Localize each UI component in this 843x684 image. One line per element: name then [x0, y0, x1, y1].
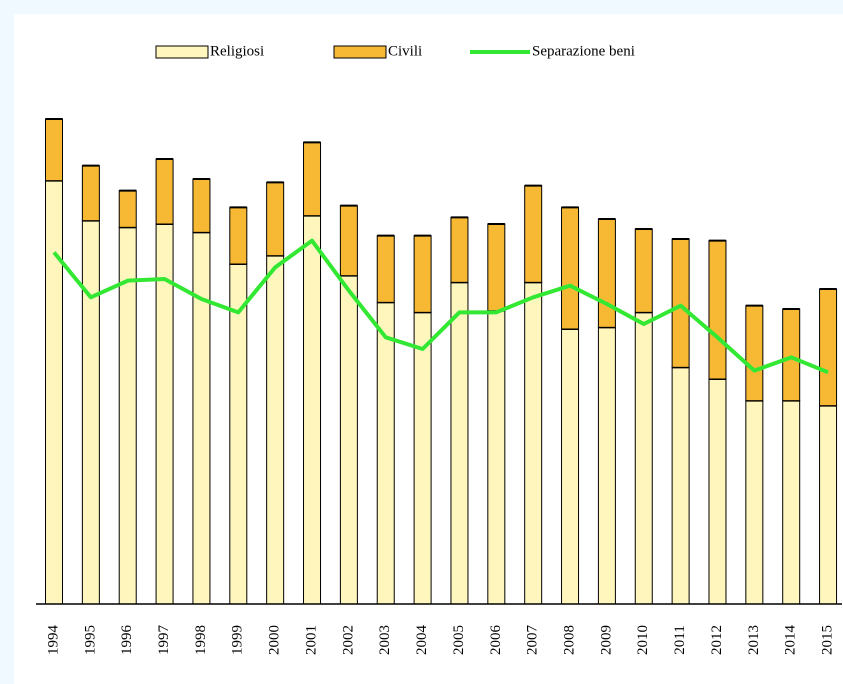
bar-segment — [524, 185, 543, 283]
legend-label: Religiosi — [210, 43, 264, 59]
bar-segment — [782, 308, 801, 402]
x-tick-label: 2012 — [709, 625, 725, 655]
legend-label: Separazione beni — [532, 43, 635, 59]
x-tick-label: 2008 — [561, 625, 577, 655]
x-tick-label: 2014 — [783, 625, 799, 656]
bar-segment — [413, 235, 432, 313]
x-tick-label: 1997 — [156, 625, 172, 656]
bar-segment — [819, 288, 838, 407]
bar-segment — [708, 240, 727, 380]
x-tick-label: 2011 — [672, 625, 688, 654]
bar-segment — [303, 141, 322, 217]
bar-segment — [708, 378, 727, 605]
line-series — [52, 238, 829, 375]
bar-segment — [745, 400, 764, 605]
bar-segment — [376, 235, 395, 303]
x-tick-label: 2001 — [303, 625, 319, 655]
bar-segment — [671, 366, 690, 605]
legend-label: Civili — [388, 43, 422, 59]
bar-segment — [339, 205, 358, 277]
bar-segment — [487, 223, 506, 312]
x-tick-label: 2006 — [488, 625, 504, 656]
x-tick-label: 1998 — [193, 625, 209, 655]
bar-segment — [782, 400, 801, 605]
bar-segment — [450, 216, 469, 283]
bar-segment — [266, 255, 285, 605]
bar-segment — [192, 231, 211, 605]
bar-segment — [561, 206, 580, 330]
bar-segment — [524, 281, 543, 605]
bar-segment — [450, 281, 469, 605]
bar-segment — [81, 220, 100, 605]
bar-segment — [266, 181, 285, 257]
bar-segment — [303, 215, 322, 605]
bar-segment — [45, 180, 63, 605]
bar-segment — [597, 326, 616, 605]
bar-segment — [819, 405, 838, 605]
bar-segment — [118, 190, 137, 228]
bar-segment — [745, 305, 764, 402]
bar-segment — [634, 311, 653, 605]
x-tick-label: 2015 — [819, 625, 835, 655]
x-tick-label: 2010 — [635, 625, 651, 655]
x-tick-label: 2005 — [451, 625, 467, 655]
bar-segment — [487, 310, 506, 605]
x-tick-label: 2004 — [414, 625, 430, 656]
x-tick-label: 1995 — [82, 625, 98, 655]
bar-segment — [376, 301, 395, 605]
x-tick-label: 1994 — [45, 625, 61, 656]
bar-segment — [597, 218, 616, 328]
bar-segment — [81, 165, 100, 222]
x-tick-label: 2003 — [377, 625, 393, 655]
bar-segment — [634, 228, 653, 313]
bar-segment — [45, 118, 63, 182]
x-tick-label: 2002 — [340, 625, 356, 655]
x-tick-label: 2009 — [598, 625, 614, 655]
x-tick-label: 2013 — [746, 625, 762, 655]
bar-segment — [155, 158, 174, 225]
x-tick-label: 2000 — [267, 625, 283, 655]
x-tick-label: 2007 — [525, 625, 541, 656]
legend-swatch — [333, 45, 387, 59]
bar-segment — [561, 328, 580, 605]
bar-segment — [229, 263, 248, 605]
bar-segment — [192, 178, 211, 233]
legend-swatch — [155, 45, 209, 59]
bar-segment — [229, 206, 248, 265]
bar-segment — [671, 238, 690, 368]
bar-segment — [339, 275, 358, 605]
x-tick-label: 1999 — [230, 625, 246, 655]
x-tick-label: 1996 — [119, 625, 135, 656]
bar-segment — [413, 311, 432, 605]
